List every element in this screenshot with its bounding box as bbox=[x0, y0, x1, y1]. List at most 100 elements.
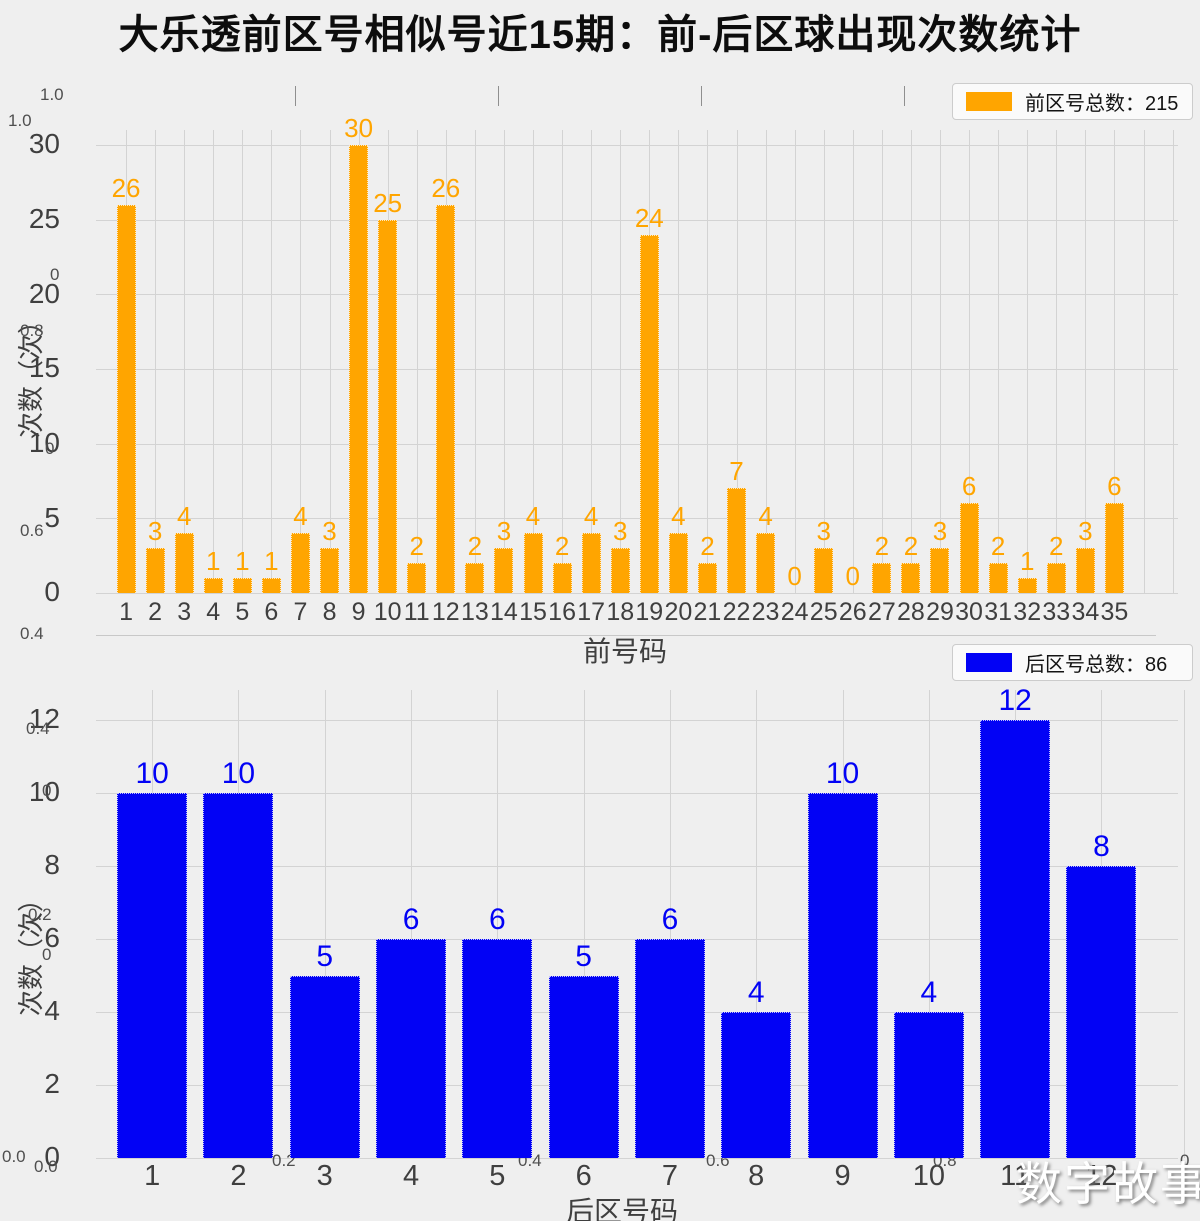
h-gridline bbox=[96, 518, 1178, 520]
bar bbox=[814, 548, 834, 593]
h-gridline bbox=[96, 866, 1178, 867]
x-tick-label: 6 bbox=[575, 1160, 592, 1192]
bar-value-label: 4 bbox=[293, 501, 308, 532]
x-tick-label: 4 bbox=[402, 1160, 420, 1192]
axis-artifact-tick bbox=[295, 86, 296, 106]
bar bbox=[349, 145, 369, 593]
x-tick-label: 16 bbox=[548, 598, 576, 626]
bar-value-label: 2 bbox=[1049, 531, 1064, 562]
x-tick-label: 1 bbox=[144, 1160, 161, 1192]
x-tick-label: 24 bbox=[780, 598, 809, 626]
bar-value-label: 4 bbox=[747, 976, 765, 1009]
bar bbox=[634, 939, 705, 1158]
bar bbox=[407, 563, 427, 593]
bar bbox=[376, 939, 447, 1158]
x-tick-label: 8 bbox=[748, 1160, 765, 1192]
x-tick-label: 32 bbox=[1013, 598, 1042, 626]
x-tick-label: 3 bbox=[316, 1160, 333, 1192]
h-gridline bbox=[96, 219, 1178, 221]
axis-artifact-label: 0.4 bbox=[20, 624, 44, 643]
x-tick-label: 5 bbox=[235, 598, 250, 626]
bar-value-label: 6 bbox=[489, 903, 506, 936]
h-gridline bbox=[96, 593, 1178, 594]
v-gridline bbox=[271, 130, 273, 593]
bar bbox=[203, 578, 223, 593]
v-gridline bbox=[300, 130, 302, 593]
axis-artifact-label: 0 bbox=[45, 439, 55, 458]
x-tick-label: 31 bbox=[984, 598, 1013, 626]
bar-value-label: 8 bbox=[1093, 830, 1110, 863]
x-tick-label: 9 bbox=[834, 1160, 851, 1192]
bar-value-label: 10 bbox=[825, 757, 860, 790]
bar-value-label: 6 bbox=[961, 471, 977, 502]
bar-value-label: 6 bbox=[1107, 471, 1122, 502]
bar-value-label: 25 bbox=[373, 187, 403, 218]
bar-value-label: 4 bbox=[671, 501, 686, 532]
bar bbox=[465, 563, 485, 593]
axis-artifact-label: 0 bbox=[42, 781, 52, 800]
bar-value-label: 10 bbox=[221, 757, 256, 790]
v-gridline bbox=[1143, 130, 1145, 593]
y-tick-label: 0 bbox=[44, 576, 60, 608]
v-gridline bbox=[533, 130, 534, 593]
x-tick-label: 33 bbox=[1042, 598, 1071, 626]
front-x-axis-title: 前号码 bbox=[582, 636, 667, 667]
axis-artifact-label: 0.4 bbox=[26, 719, 50, 738]
y-tick-label: 20 bbox=[28, 277, 60, 309]
h-gridline bbox=[96, 369, 1178, 370]
x-tick-label: 11 bbox=[1000, 1160, 1031, 1192]
axis-artifact-label: 1.0 bbox=[8, 111, 32, 130]
bar bbox=[959, 503, 979, 593]
bar-value-label: 2 bbox=[903, 531, 919, 562]
bar-value-label: 12 bbox=[998, 684, 1032, 717]
h-gridline bbox=[96, 793, 1178, 794]
y-tick-label: 4 bbox=[44, 995, 60, 1027]
x-tick-label: 34 bbox=[1071, 598, 1100, 626]
y-tick-label: 5 bbox=[44, 501, 60, 533]
bar bbox=[116, 204, 136, 593]
x-tick-label: 7 bbox=[661, 1160, 678, 1192]
axis-artifact-label: 0.0 bbox=[2, 1147, 26, 1166]
legend-swatch-front bbox=[966, 92, 1012, 111]
bar bbox=[494, 548, 514, 593]
bar-value-label: 3 bbox=[932, 516, 948, 547]
x-tick-label: 2 bbox=[148, 598, 163, 626]
v-gridline bbox=[910, 130, 912, 593]
bar bbox=[610, 548, 630, 593]
bar-value-label: 4 bbox=[583, 501, 599, 532]
bar bbox=[901, 563, 921, 593]
x-tick-label: 17 bbox=[577, 598, 606, 626]
back-x-axis-title: 后区号码 bbox=[565, 1196, 678, 1221]
bar bbox=[378, 219, 398, 593]
v-gridline bbox=[416, 130, 418, 593]
x-tick-label: 22 bbox=[722, 598, 751, 626]
x-tick-label: 10 bbox=[912, 1160, 945, 1192]
x-tick-label: 35 bbox=[1100, 598, 1129, 626]
v-gridline bbox=[503, 130, 505, 593]
v-gridline bbox=[1056, 130, 1058, 593]
v-gridline bbox=[184, 130, 186, 593]
v-gridline bbox=[756, 690, 758, 1158]
bar-value-label: 2 bbox=[990, 531, 1006, 562]
x-tick-label: 6 bbox=[264, 598, 279, 626]
x-tick-label: 5 bbox=[489, 1160, 506, 1192]
v-gridline bbox=[823, 130, 825, 593]
bar bbox=[893, 1012, 964, 1158]
bar bbox=[523, 533, 543, 593]
bar-value-label: 2 bbox=[409, 531, 424, 562]
h-gridline bbox=[96, 1158, 1178, 1159]
x-tick-label: 30 bbox=[955, 598, 983, 626]
y-tick-label: 30 bbox=[28, 128, 60, 160]
v-gridline bbox=[939, 130, 941, 593]
x-tick-label: 13 bbox=[460, 598, 489, 626]
bar-value-label: 1 bbox=[206, 546, 221, 577]
v-gridline bbox=[213, 130, 215, 593]
v-gridline bbox=[707, 130, 709, 593]
v-gridline bbox=[329, 130, 331, 593]
x-tick-label: 12 bbox=[431, 598, 460, 626]
v-gridline bbox=[1027, 130, 1029, 593]
y-tick-label: 25 bbox=[28, 203, 60, 235]
v-gridline bbox=[1184, 690, 1185, 1158]
bar-value-label: 4 bbox=[176, 501, 192, 532]
bar bbox=[697, 563, 717, 593]
